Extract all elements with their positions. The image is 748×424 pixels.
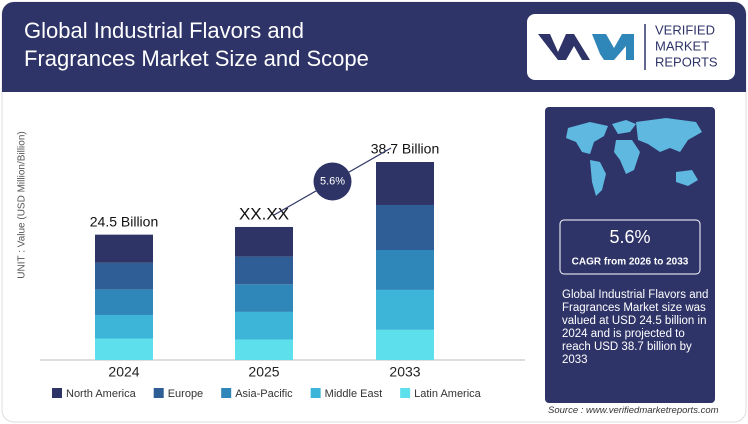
logo-mark [538, 34, 590, 60]
logo-mark [592, 34, 634, 60]
growth-circle [313, 162, 352, 201]
legend-swatch [153, 388, 164, 398]
source: Source : www.verifiedmarketreports.com [548, 405, 719, 416]
logo-text: MARKET [655, 38, 709, 53]
header-title: Fragrances Market Size and Scope [24, 46, 369, 71]
cagr-value: 5.6% [609, 227, 650, 247]
logo-text: REPORTS [655, 54, 718, 69]
logo-text: VERIFIED [655, 22, 715, 37]
total-label: 24.5 Billion [90, 213, 159, 229]
legend-swatch [52, 388, 62, 398]
x-tick-label: 2025 [248, 364, 279, 380]
legend-swatch [310, 388, 321, 398]
bar-segment [95, 234, 153, 263]
legend-label: Asia-Pacific [235, 388, 293, 400]
bar-segment [235, 226, 293, 257]
bar-segment [235, 284, 293, 312]
x-tick-label: 2033 [389, 364, 420, 380]
total-label: 38.7 Billion [371, 141, 440, 157]
growth-label: 5.6% [320, 175, 345, 187]
bar-segment [376, 162, 434, 205]
legend-swatch [221, 388, 232, 398]
description: Global Industrial Flavors and Fragrances… [562, 289, 709, 366]
bar-segment [95, 262, 153, 290]
bar-segment [376, 204, 434, 250]
bar-segment [235, 256, 293, 285]
bar-segment [95, 289, 153, 315]
legend-label: North America [66, 388, 137, 400]
cagr-box [559, 219, 701, 275]
x-tick-label: 2024 [108, 364, 139, 380]
bar-segment [376, 250, 434, 290]
total-label: XX.XX [239, 204, 289, 223]
bar-segment [235, 311, 293, 340]
bar-segment [235, 339, 293, 360]
y-axis-label: UNIT : Value (USD Million/Billion) [17, 131, 28, 278]
bar-segment [376, 329, 434, 360]
bar-segment [95, 338, 153, 360]
sidebar [545, 107, 715, 403]
legend-label: Europe [168, 388, 203, 400]
cagr-label: CAGR from 2026 to 2033 [572, 257, 689, 268]
legend-label: Middle East [325, 388, 382, 400]
header-title: Global Industrial Flavors and [24, 18, 304, 43]
legend-swatch [400, 388, 411, 398]
world-map [566, 118, 702, 196]
bar-segment [376, 289, 434, 330]
legend-label: Latin America [414, 388, 482, 400]
bar-segment [95, 314, 153, 339]
